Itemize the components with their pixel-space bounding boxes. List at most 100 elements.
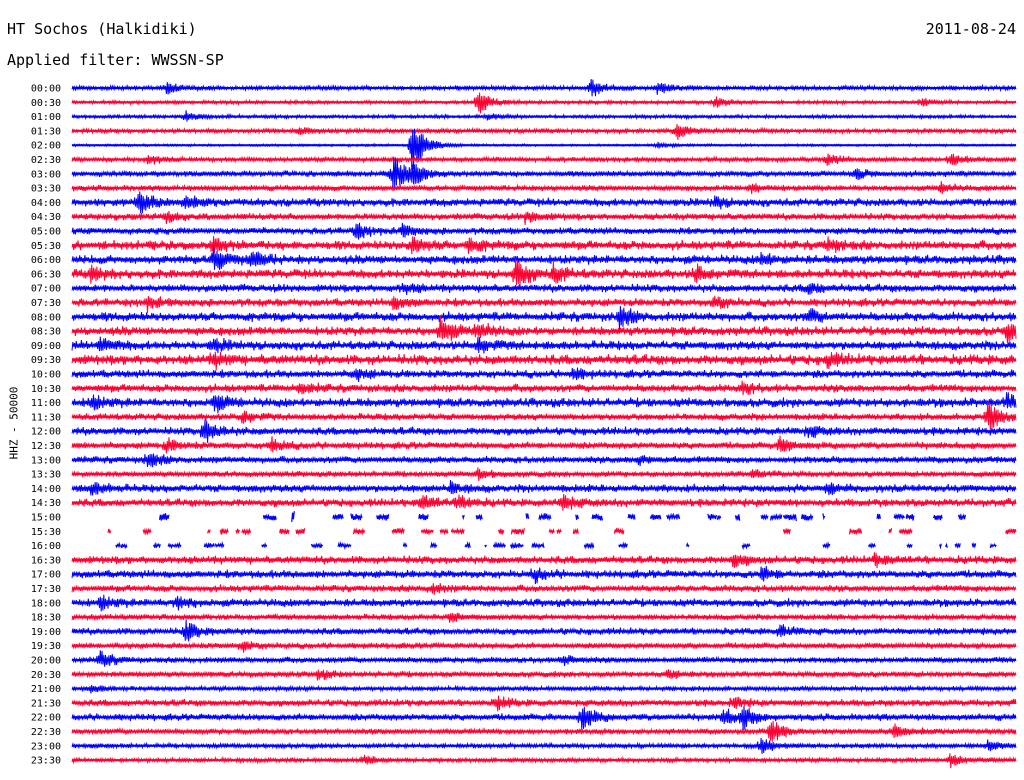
- trace-segment: [531, 541, 545, 550]
- trace-segment: [741, 542, 751, 551]
- time-tick-label: 00:30: [31, 98, 61, 109]
- trace-segment: [418, 513, 429, 521]
- trace-segment: [350, 513, 363, 522]
- trace-segment: [848, 527, 863, 536]
- trace-segment: [800, 512, 814, 521]
- trace-segment: [167, 541, 182, 550]
- trace-segment: [939, 543, 942, 550]
- time-tick-label: 22:00: [31, 713, 61, 724]
- trace-2230: [71, 720, 1017, 742]
- trace-segment: [261, 542, 268, 549]
- time-tick-label: 21:00: [31, 684, 61, 695]
- time-tick-label: 12:00: [31, 427, 61, 438]
- trace-segment: [649, 514, 662, 521]
- trace-segment: [510, 528, 525, 536]
- trace-0700: [71, 282, 1017, 295]
- time-tick-label: 06:30: [31, 269, 61, 280]
- trace-1100: [71, 392, 1017, 414]
- trace-segment: [337, 540, 352, 551]
- time-tick-label: 00:00: [31, 84, 61, 95]
- trace-segment: [627, 512, 636, 521]
- trace-0800: [71, 305, 1017, 330]
- station-title: HT Sochos (Halkidiki): [7, 20, 197, 38]
- time-tick-label: 15:30: [31, 527, 61, 538]
- trace-segment: [760, 513, 769, 521]
- trace-1830: [71, 612, 1017, 623]
- trace-segment: [450, 527, 465, 536]
- trace-segment: [822, 541, 831, 550]
- trace-0900: [71, 336, 1017, 354]
- trace-0330: [71, 181, 1017, 195]
- time-tick-label: 07:30: [31, 298, 61, 309]
- time-tick-label: 19:00: [31, 627, 61, 638]
- trace-segment: [241, 527, 252, 536]
- trace-segment: [214, 540, 225, 549]
- trace-0830: [71, 314, 1017, 344]
- time-tick-label: 20:30: [31, 670, 61, 681]
- trace-segment: [262, 513, 277, 521]
- time-tick-label: 19:30: [31, 641, 61, 652]
- trace-segment: [332, 513, 344, 521]
- trace-segment: [822, 513, 826, 521]
- time-tick-label: 16:00: [31, 541, 61, 552]
- time-tick-label: 18:30: [31, 613, 61, 624]
- trace-segment: [376, 513, 390, 521]
- trace-segment: [219, 527, 229, 535]
- time-tick-label: 14:30: [31, 498, 61, 509]
- trace-segment: [475, 513, 483, 522]
- trace-segment: [497, 527, 505, 536]
- trace-segment: [905, 513, 915, 521]
- tick-label-layer: 00:00 00:30 01:00 01:30 02:00 02:30 03:00 03:30…: [31, 84, 61, 767]
- trace-2130: [71, 695, 1017, 712]
- trace-segment: [402, 541, 408, 549]
- trace-segment: [525, 513, 530, 519]
- trace-segment: [420, 527, 434, 536]
- time-tick-label: 14:00: [31, 484, 61, 495]
- trace-segment: [464, 541, 471, 549]
- trace-1230: [71, 435, 1017, 454]
- trace-1200: [71, 419, 1017, 443]
- trace-0130: [71, 123, 1017, 140]
- time-tick-label: 23:30: [31, 756, 61, 767]
- trace-segment: [538, 512, 552, 522]
- trace-0630: [71, 258, 1017, 286]
- trace-0530: [71, 236, 1017, 255]
- time-tick-label: 02:30: [31, 155, 61, 166]
- trace-segment: [666, 512, 681, 522]
- time-tick-label: 23:00: [31, 741, 61, 752]
- trace-segment: [158, 513, 170, 521]
- trace-0230: [71, 153, 1017, 166]
- trace-0300: [71, 156, 1017, 188]
- trace-segment: [352, 527, 366, 536]
- trace-segment: [685, 542, 690, 548]
- trace-segment: [391, 526, 405, 535]
- trace-segment: [430, 541, 438, 549]
- trace-0730: [71, 295, 1017, 314]
- time-tick-label: 01:00: [31, 112, 61, 123]
- time-tick-label: 10:00: [31, 370, 61, 381]
- time-tick-label: 16:30: [31, 555, 61, 566]
- trace-segment: [492, 541, 506, 549]
- time-tick-label: 11:30: [31, 412, 61, 423]
- time-tick-label: 03:00: [31, 169, 61, 180]
- trace-segment: [548, 528, 555, 535]
- trace-segment: [575, 514, 579, 520]
- trace-segment: [770, 512, 783, 521]
- trace-segment: [954, 542, 961, 549]
- trace-segment: [945, 542, 948, 548]
- trace-segment: [572, 527, 579, 535]
- trace-segment: [707, 513, 718, 521]
- trace-segment: [461, 514, 465, 521]
- trace-segment: [613, 527, 625, 535]
- trace-1800: [71, 594, 1017, 612]
- time-tick-label: 05:00: [31, 227, 61, 238]
- filter-label: Applied filter: WWSSN-SP: [7, 51, 224, 69]
- trace-segment: [142, 527, 152, 536]
- trace-segment: [933, 514, 943, 521]
- trace-segment: [716, 514, 722, 521]
- trace-segment: [583, 541, 595, 550]
- time-tick-label: 10:30: [31, 384, 61, 395]
- trace-1630: [71, 552, 1017, 569]
- time-tick-label: 13:30: [31, 470, 61, 481]
